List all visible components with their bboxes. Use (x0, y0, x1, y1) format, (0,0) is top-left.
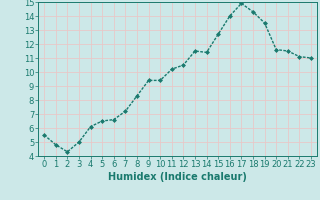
X-axis label: Humidex (Indice chaleur): Humidex (Indice chaleur) (108, 172, 247, 182)
